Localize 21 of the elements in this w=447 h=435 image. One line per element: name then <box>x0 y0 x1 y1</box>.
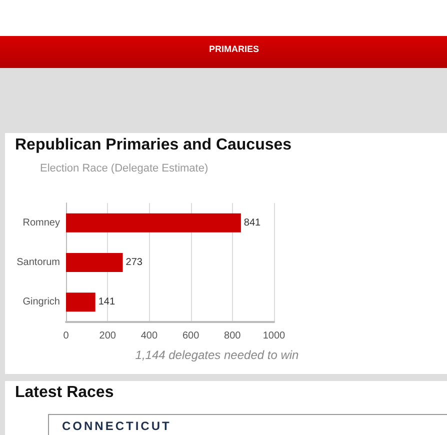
text: PRIMARIES <box>208 44 260 54</box>
x-tick-label: 400 <box>140 330 158 342</box>
y-tick-label: Romney <box>22 217 60 228</box>
data-label: 841 <box>244 217 262 228</box>
bar <box>66 253 123 272</box>
chart-subtitle: Election Race (Delegate Estimate) <box>40 162 208 174</box>
text: CONNECTICUT <box>62 419 172 433</box>
data-label: 273 <box>126 257 143 268</box>
chart-title: Republican Primaries and Caucuses <box>15 136 292 154</box>
x-tick-label: 800 <box>224 330 242 342</box>
text: 1,144 delegates needed to win <box>135 348 299 362</box>
text: Latest Races <box>15 384 114 402</box>
y-tick-label: Santorum <box>16 257 60 268</box>
x-tick-label: 200 <box>99 330 116 342</box>
x-tick-label: 1000 <box>262 330 286 342</box>
x-tick-label: 600 <box>182 330 200 342</box>
x-tick-label: 0 <box>63 330 70 342</box>
bar <box>66 292 96 312</box>
y-tick-label: Gingrich <box>22 296 60 308</box>
data-label: 141 <box>98 296 116 308</box>
bar <box>66 213 241 232</box>
